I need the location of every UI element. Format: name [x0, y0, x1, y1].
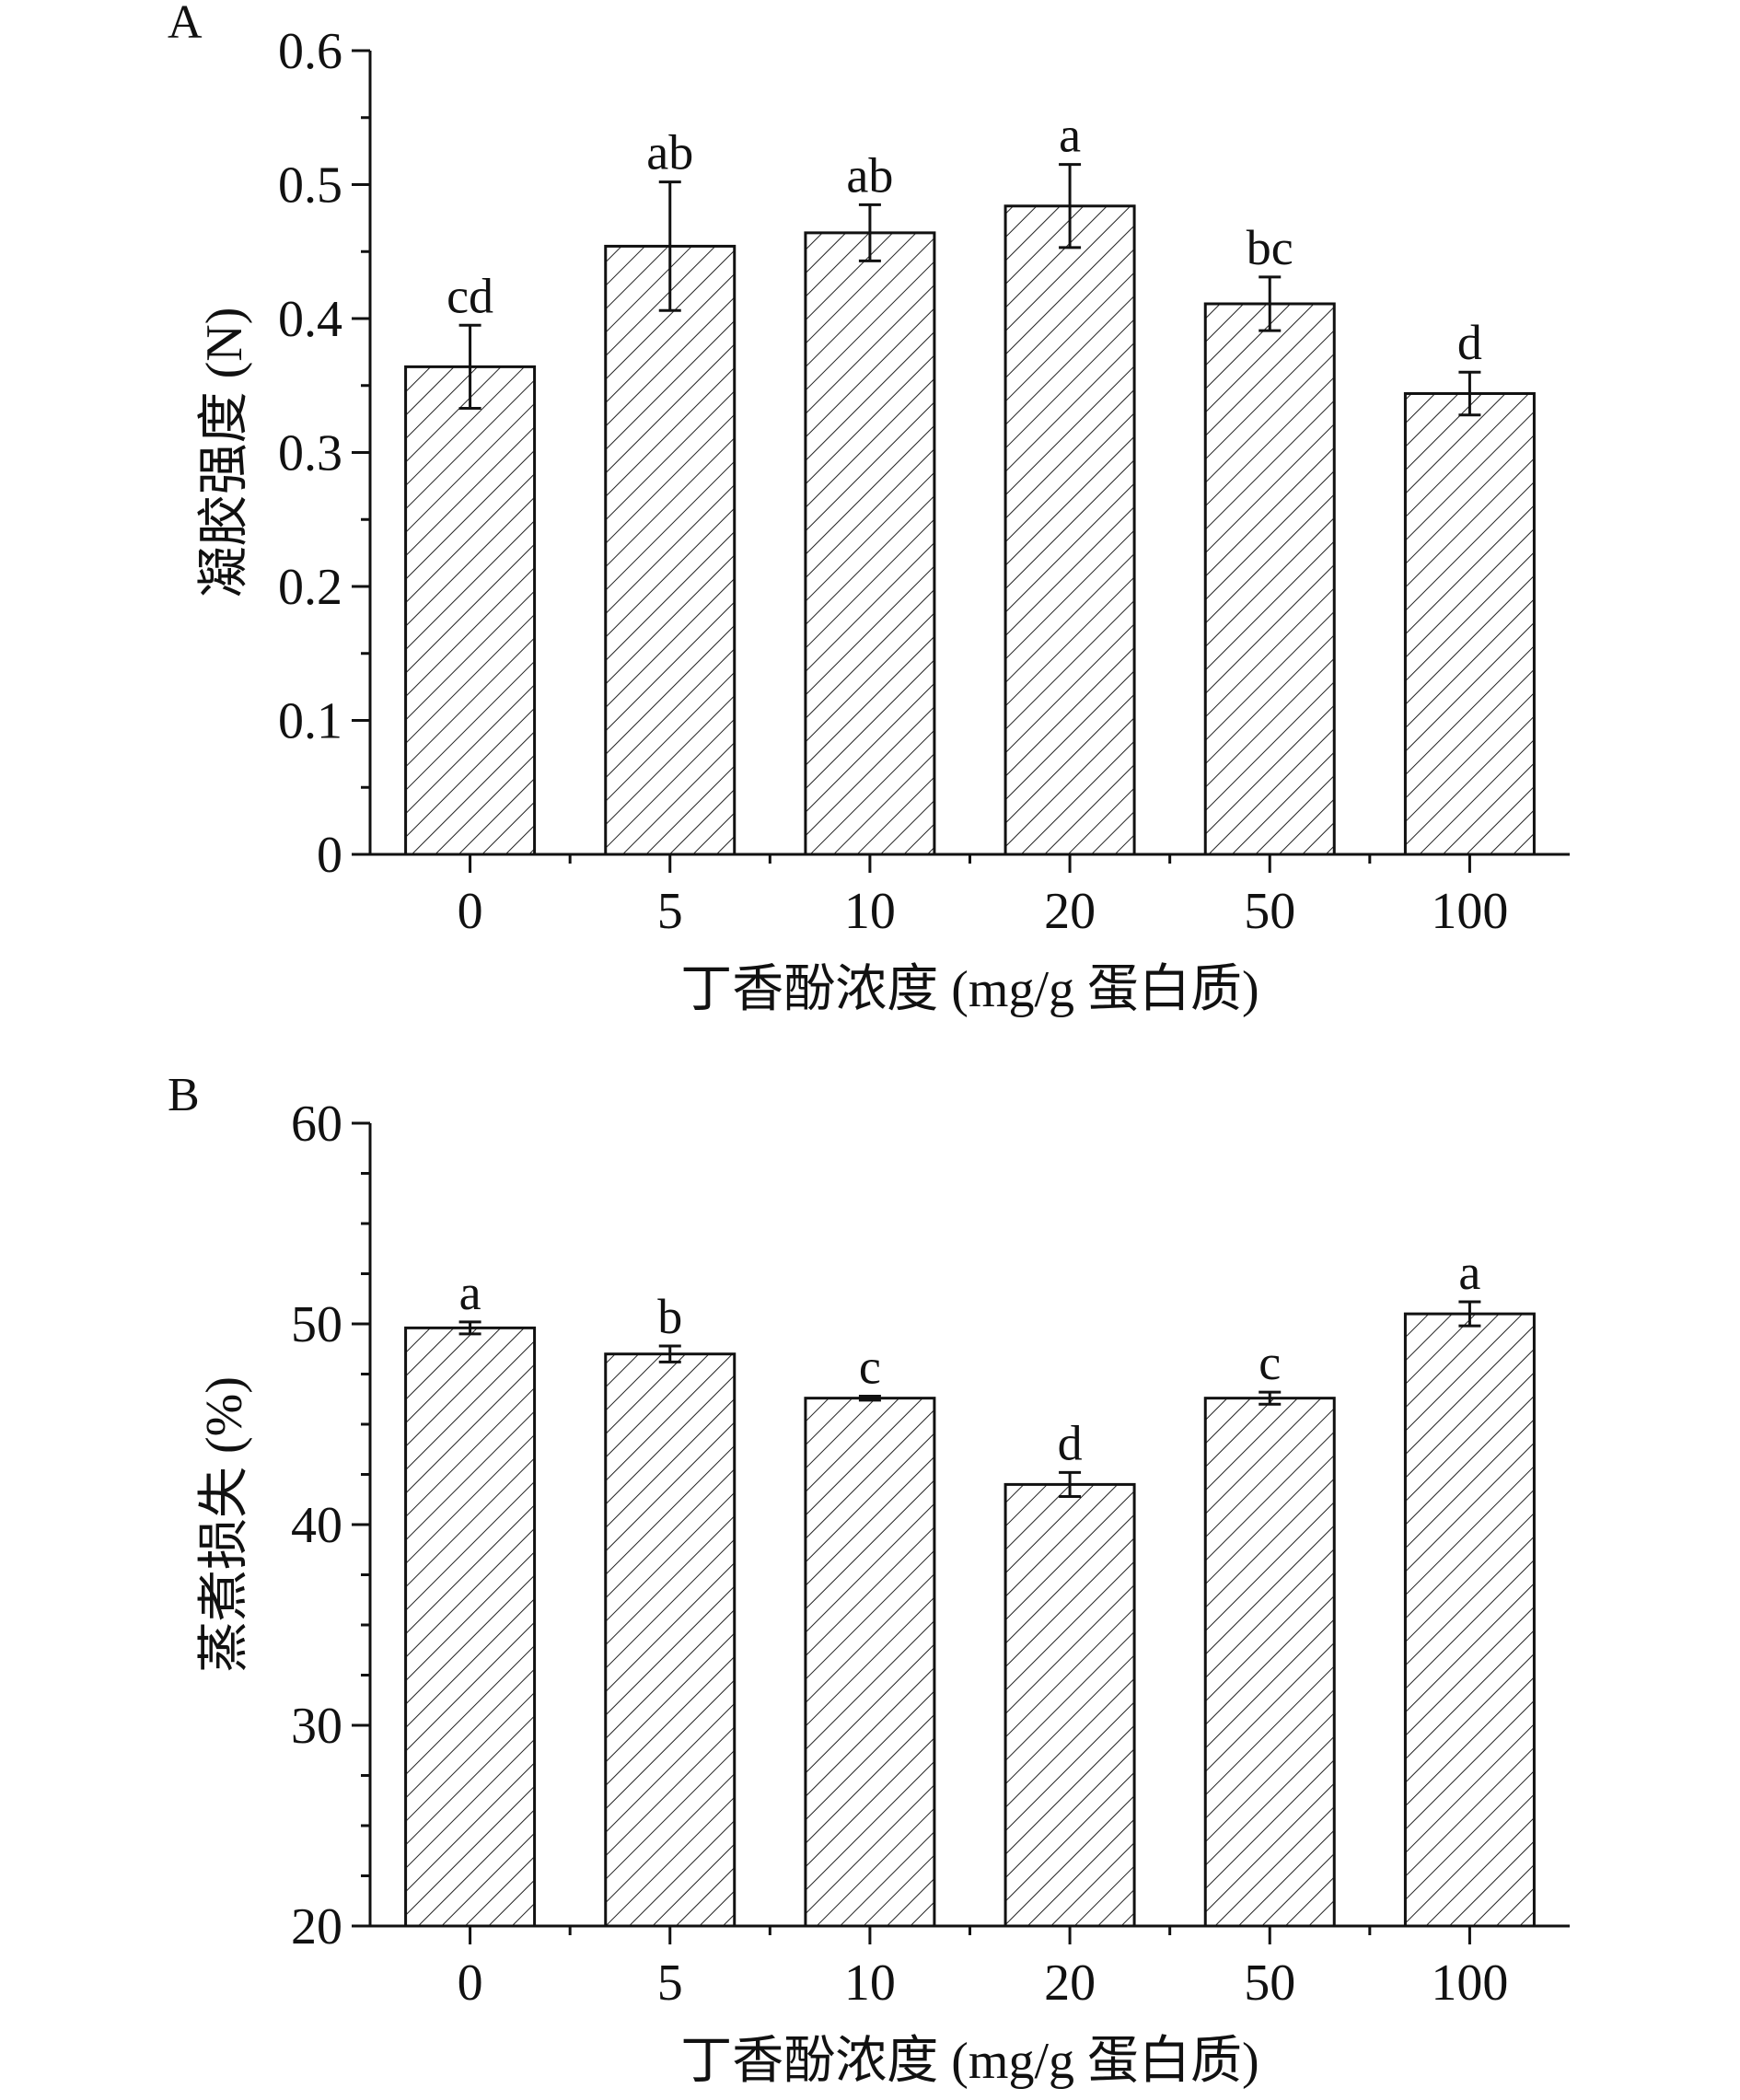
bar [404, 365, 537, 856]
y-tick-label: 0.5 [278, 157, 342, 215]
bar [1403, 391, 1536, 856]
significance-label: d [1457, 315, 1482, 370]
y-axis-title: 凝胶强度 (N) [196, 307, 253, 598]
significance-label: b [657, 1289, 682, 1344]
y-tick-label: 0.2 [278, 559, 342, 616]
significance-label: a [459, 1265, 481, 1320]
bar [1203, 302, 1336, 856]
significance-label: d [1058, 1415, 1083, 1470]
bar [604, 244, 737, 856]
x-tick-label: 0 [458, 1955, 483, 2012]
significance-label: cd [447, 268, 493, 323]
y-tick-label: 0.6 [278, 23, 342, 80]
x-tick-label: 0 [458, 883, 483, 940]
x-tick-label: 5 [657, 883, 683, 940]
panel-label: A [168, 0, 203, 49]
bar [1003, 1482, 1136, 1928]
y-tick-label: 0.4 [278, 291, 342, 348]
significance-label: c [859, 1339, 881, 1394]
x-tick-label: 100 [1431, 883, 1508, 940]
x-tick-label: 5 [657, 1955, 683, 2012]
x-tick-label: 10 [844, 883, 896, 940]
chart-panel-b: a b c d c a 20 30 40 50 60 0 5 10 20 50 100 丁香酚浓度 (mg/g 蛋… [168, 1069, 1570, 2090]
bar [1003, 204, 1136, 856]
significance-label: bc [1247, 220, 1293, 275]
chart-panel-a: cd ab ab a bc d 0 0.1 0.2 0.3 0.4 0.5 0.6 0 5 10 20 50 100… [168, 0, 1570, 1018]
y-tick-label: 30 [291, 1698, 342, 1755]
x-tick-label: 20 [1044, 883, 1096, 940]
x-tick-label: 20 [1044, 1955, 1096, 2012]
bar [604, 1352, 737, 1928]
bar [804, 1397, 936, 1928]
y-tick-label: 0 [317, 827, 342, 884]
x-axis-title: 丁香酚浓度 (mg/g 蛋白质) [680, 961, 1259, 1018]
y-tick-label: 60 [291, 1096, 342, 1153]
significance-label: a [1458, 1245, 1480, 1300]
x-tick-label: 100 [1431, 1955, 1508, 2012]
y-axis-title: 蒸煮损失 (%) [196, 1376, 253, 1673]
x-tick-label: 50 [1244, 1955, 1295, 2012]
bar [1403, 1312, 1536, 1928]
bar [404, 1326, 537, 1928]
y-tick-label: 0.3 [278, 425, 342, 482]
x-axis-title: 丁香酚浓度 (mg/g 蛋白质) [680, 2033, 1259, 2090]
y-tick-label: 0.1 [278, 693, 342, 750]
significance-label: a [1059, 108, 1081, 163]
significance-label: c [1259, 1335, 1281, 1390]
bar [1203, 1397, 1336, 1928]
y-tick-label: 50 [291, 1296, 342, 1353]
significance-label: ab [646, 125, 693, 180]
bar [804, 231, 936, 856]
x-tick-label: 10 [844, 1955, 896, 2012]
significance-label: ab [846, 147, 893, 203]
panel-label: B [168, 1069, 200, 1121]
y-tick-label: 20 [291, 1898, 342, 1955]
x-tick-label: 50 [1244, 883, 1295, 940]
y-tick-label: 40 [291, 1497, 342, 1554]
